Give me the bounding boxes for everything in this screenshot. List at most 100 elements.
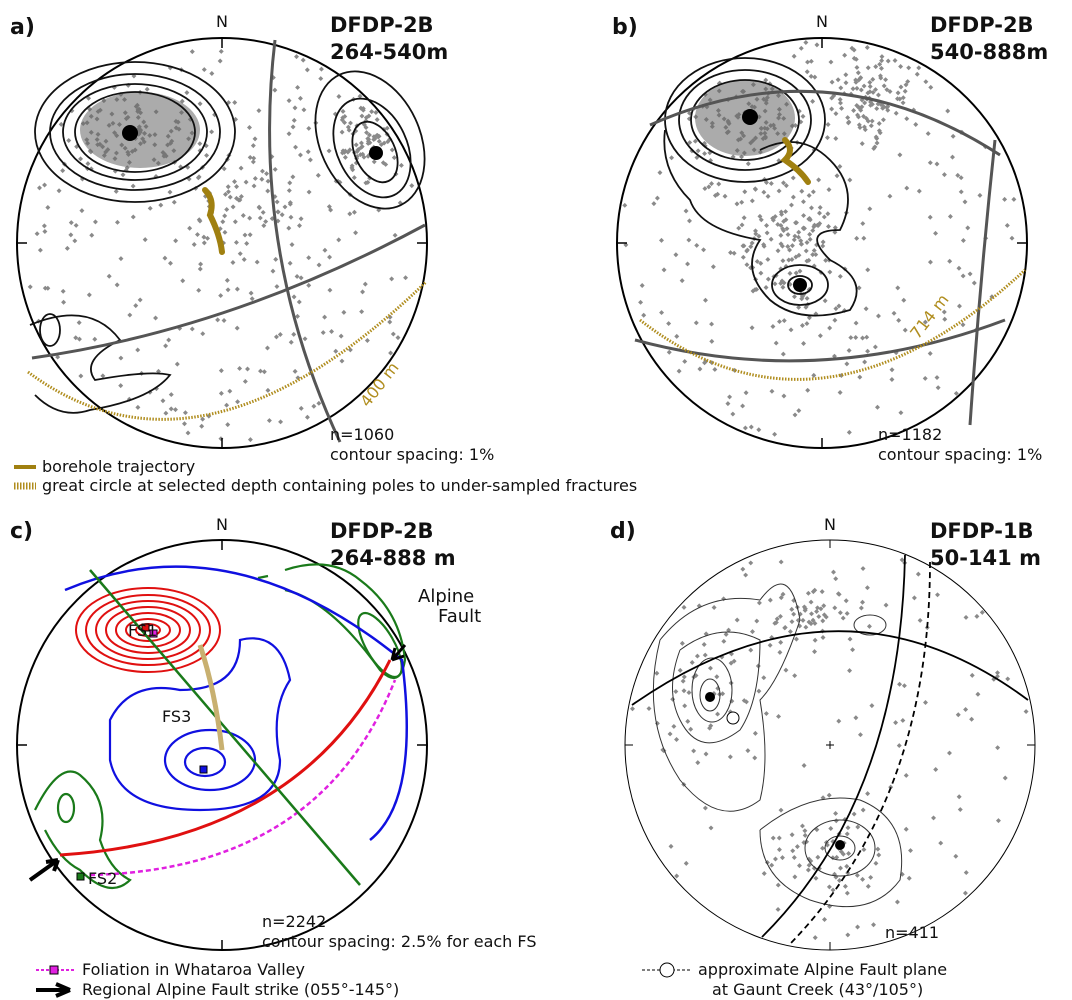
pole-point [710, 264, 716, 270]
pole-point [780, 591, 786, 597]
pole-point [288, 214, 294, 220]
pole-point [764, 223, 770, 228]
pole-point [860, 335, 866, 341]
pole-point [787, 270, 793, 276]
pole-point [261, 369, 267, 375]
fs3-pole [199, 765, 208, 774]
great-circle [268, 39, 342, 443]
pole-point [61, 299, 67, 305]
pole-point [865, 65, 871, 71]
pole-point [683, 860, 689, 866]
pole-point [855, 70, 861, 76]
pole-point [225, 189, 231, 195]
pole-point [683, 208, 689, 214]
pole-point [298, 275, 304, 281]
pole-point [278, 419, 284, 425]
pole-point [223, 191, 228, 197]
pole-point [779, 243, 785, 249]
pole-point [802, 832, 808, 838]
pole-point [842, 883, 848, 889]
pole-point [850, 86, 856, 92]
pole-point [641, 312, 647, 318]
pole-point [778, 595, 784, 601]
pole-point [42, 182, 48, 188]
pole-point [783, 667, 789, 673]
pole-point [366, 136, 372, 142]
pole-point [847, 668, 853, 674]
pole-point [37, 185, 42, 191]
pole-point [162, 255, 168, 261]
pole-point [898, 410, 904, 416]
pole-point [201, 240, 207, 246]
pole-point [808, 621, 814, 627]
pole-point [254, 259, 260, 265]
pole-point [218, 390, 224, 396]
density [80, 92, 200, 168]
pole-point [249, 296, 255, 302]
pole-point [297, 223, 302, 229]
pole-point [248, 290, 254, 296]
pole-point [873, 860, 879, 866]
subtitle: 264-888 m [330, 546, 456, 570]
pole-point [781, 228, 787, 234]
pole-point [916, 65, 922, 71]
panel-c: c) N DFDP-2B 264-888 m FS1 FS3 FS2 Alpin… [10, 515, 536, 951]
pole-point [851, 811, 857, 817]
pole-point [681, 604, 687, 610]
pole-point [659, 310, 665, 316]
pole-point [908, 848, 913, 854]
pole-point [256, 108, 262, 114]
pole-point [232, 219, 238, 225]
pole-point [743, 390, 749, 396]
pole-point [810, 252, 816, 258]
pole-point [897, 681, 903, 687]
pole-point [409, 183, 415, 189]
pole-point [681, 674, 687, 680]
pole-point [158, 202, 164, 208]
pole-point [251, 155, 257, 161]
pole-point [900, 95, 906, 101]
net-ticks [17, 540, 427, 950]
pole-point [679, 278, 685, 284]
pole-point [362, 281, 368, 287]
pole-point [792, 233, 798, 239]
pole-point [927, 214, 933, 220]
pole-point [846, 851, 852, 856]
pole-point [958, 175, 964, 181]
pole-point [742, 189, 748, 195]
pole-point [957, 807, 963, 813]
pole-point [807, 231, 813, 237]
pole-point [812, 74, 818, 80]
pole-point [250, 143, 256, 149]
pole-point [196, 174, 202, 180]
foliation-plane [89, 679, 397, 877]
pole-point [702, 151, 708, 157]
pole-point [854, 872, 860, 878]
pole-point [787, 247, 793, 253]
pole-point [673, 689, 679, 695]
pole-point [925, 131, 931, 137]
pole-point [265, 188, 271, 194]
pole-point [302, 336, 308, 342]
pole-point [799, 823, 805, 829]
pole-point [292, 368, 298, 374]
pole-point [794, 844, 800, 850]
pole-point [967, 271, 973, 277]
pole-point [895, 90, 901, 96]
pole-point [204, 152, 210, 158]
pole-point [137, 297, 143, 303]
pole-point [168, 406, 174, 412]
pole-point [691, 748, 697, 754]
pole-point [977, 192, 983, 198]
pole-point [739, 222, 745, 228]
pole-point [726, 627, 732, 633]
pole-point [327, 254, 333, 260]
pole-point [694, 653, 700, 659]
panel-label: b) [612, 15, 638, 40]
pole-point [318, 76, 324, 82]
pole-point [765, 193, 771, 199]
pole-point [891, 310, 897, 316]
pole-point [947, 258, 953, 264]
pole-point [837, 164, 843, 169]
pole-point [167, 189, 173, 195]
